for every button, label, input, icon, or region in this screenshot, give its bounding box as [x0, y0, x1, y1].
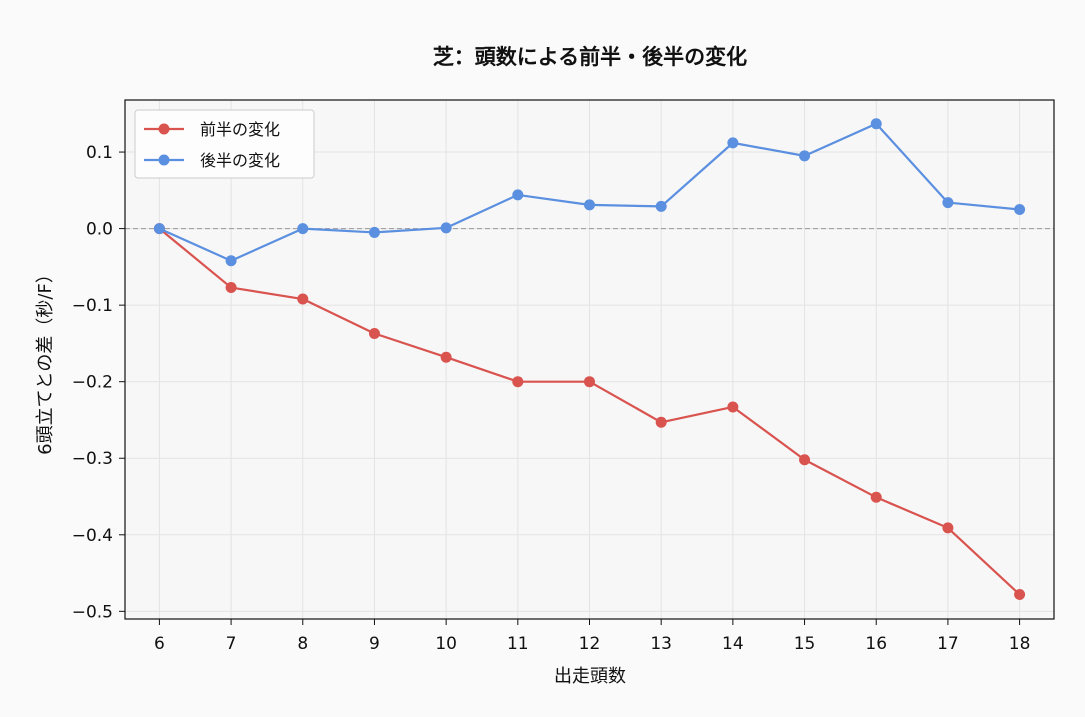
series-2-point [225, 255, 237, 267]
series-1-point [368, 327, 380, 339]
x-tick-label: 16 [865, 634, 887, 654]
legend-item-series-2: 後半の変化 [144, 151, 280, 170]
series-2-point [727, 137, 739, 149]
x-tick-label: 7 [226, 634, 237, 654]
legend-label-2: 後半の変化 [200, 151, 280, 170]
series-2-point [440, 222, 452, 234]
y-tick-label: −0.2 [72, 373, 113, 393]
x-tick-label: 6 [154, 634, 165, 654]
x-tick-label: 13 [650, 634, 672, 654]
x-tick-label: 8 [297, 634, 308, 654]
series-2-point [584, 199, 595, 211]
series-2-point [1014, 203, 1026, 215]
series-2-point [153, 223, 165, 235]
x-axis-title: 出走頭数 [554, 666, 626, 687]
legend-swatch-marker-2 [158, 154, 170, 166]
series-2-point [297, 223, 309, 235]
y-tick-label: −0.4 [72, 526, 113, 546]
series-1-point [225, 282, 237, 294]
x-tick-label: 10 [435, 634, 457, 654]
y-axis-ticks: 0.1 0.0 −0.1 −0.2 −0.3 −0.4 −0.5 [72, 143, 125, 622]
series-1-point [512, 376, 524, 388]
series-layer [153, 118, 1026, 601]
series-2-point [799, 150, 811, 162]
y-tick-label: 0.0 [86, 220, 113, 240]
x-tick-label: 9 [369, 634, 380, 654]
x-tick-label: 14 [722, 634, 744, 654]
series-1-point [870, 491, 882, 503]
series-1-point [297, 293, 309, 305]
series-2-point [512, 189, 524, 201]
y-tick-label: −0.3 [72, 449, 113, 469]
x-tick-label: 12 [579, 634, 601, 654]
legend-swatch-marker-1 [158, 123, 170, 135]
series-1-point [727, 401, 739, 413]
series-1-point [584, 376, 595, 388]
series-2-point [368, 226, 380, 238]
series-2-point [942, 197, 954, 209]
series-2-point [655, 200, 667, 212]
x-tick-label: 11 [507, 634, 529, 654]
x-tick-label: 18 [1009, 634, 1031, 654]
series-1-point [942, 522, 954, 534]
y-tick-label: 0.1 [86, 143, 113, 163]
legend-item-series-1: 前半の変化 [144, 120, 280, 139]
x-tick-label: 17 [937, 634, 959, 654]
series-1-point [440, 351, 452, 363]
series-1-point [1014, 589, 1026, 601]
series-1-point [799, 454, 811, 466]
series-2-point [870, 118, 882, 130]
y-axis-title: 6頭立てとの差（秒/F） [35, 265, 56, 455]
x-axis-ticks: 6 7 8 9 10 11 12 13 14 15 16 17 18 [154, 619, 1030, 654]
legend-label-1: 前半の変化 [200, 120, 280, 139]
chart-title: 芝：頭数による前半・後半の変化 [433, 45, 747, 69]
series-1-point [655, 416, 667, 428]
y-tick-label: −0.1 [72, 296, 113, 316]
y-tick-label: −0.5 [72, 602, 113, 622]
x-tick-label: 15 [794, 634, 816, 654]
legend: 前半の変化 後半の変化 [134, 109, 315, 179]
